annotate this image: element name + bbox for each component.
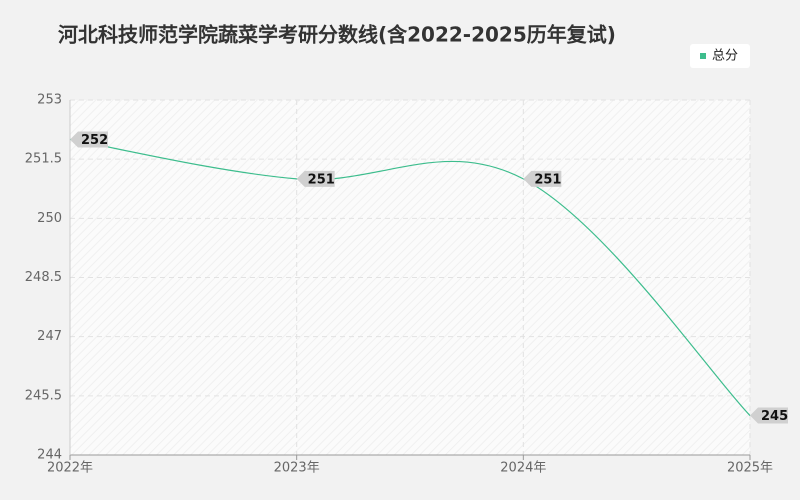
chart-title: 河北科技师范学院蔬菜学考研分数线(含2022-2025历年复试) [58,23,616,47]
y-tick-label: 244 [37,448,62,463]
y-tick-label: 250 [37,211,62,226]
plot-area [70,100,750,455]
x-tick-label: 2024年 [500,461,546,476]
value-tag [70,131,108,148]
x-tick-label: 2025年 [727,461,773,476]
y-tick-label: 248.5 [25,270,62,285]
value-label: 251 [534,172,561,187]
legend-box [690,44,750,68]
value-tag [523,170,562,187]
value-label: 245 [761,409,788,424]
legend-label: 总分 [712,49,738,64]
legend-swatch [700,53,706,59]
value-label: 251 [308,172,335,187]
value-tag [296,170,335,187]
y-tick-label: 253 [37,93,62,108]
value-tag [750,407,788,424]
legend: 总分 [690,44,750,68]
x-tick-label: 2022年 [47,461,93,476]
y-tick-label: 245.5 [25,388,62,403]
y-tick-label: 247 [37,329,62,344]
series-line [69,138,751,416]
value-label: 252 [81,133,108,148]
x-tick-label: 2023年 [274,461,320,476]
y-tick-label: 251.5 [25,152,62,167]
